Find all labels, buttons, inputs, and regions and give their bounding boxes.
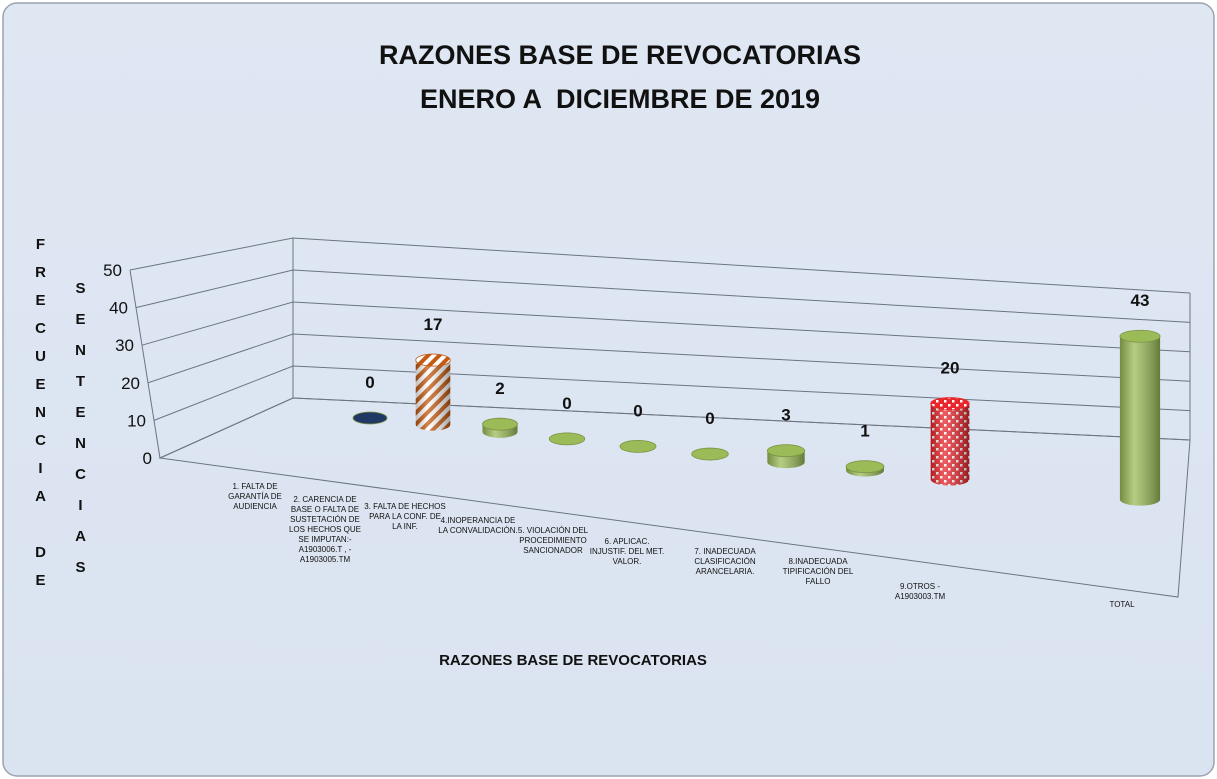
bar-top (1119, 329, 1161, 343)
bar-top (766, 444, 806, 458)
bar-top (415, 353, 451, 367)
x-axis-title: RAZONES BASE DE REVOCATORIAS (439, 652, 707, 669)
y-tick-label: 50 (103, 261, 122, 280)
value-label: 2 (495, 379, 504, 398)
x-tick-label: 6. APLICAC. INJUSTIF. DEL MET. VALOR. (589, 537, 665, 566)
bar-shade (415, 360, 451, 431)
bar-top (930, 397, 970, 410)
value-label: 17 (424, 315, 443, 334)
value-label: 0 (365, 373, 374, 392)
bar-shade (1119, 336, 1161, 506)
y-tick-label: 30 (115, 336, 134, 355)
y-tick-label: 40 (109, 299, 128, 318)
x-tick-label: 4.INOPERANCIA DE LA CONVALIDACIÓN. (438, 516, 518, 535)
bar-top (845, 460, 885, 474)
grid-line (129, 237, 1191, 294)
y-axis-title: FRECUENCIA DE (32, 236, 49, 600)
value-label: 3 (781, 406, 790, 425)
bar-top (482, 417, 518, 431)
bar-top (619, 440, 657, 453)
y-axis (129, 269, 161, 459)
value-label: 1 (860, 422, 869, 441)
grid-line (141, 301, 1191, 353)
x-tick-label: 9.OTROS - A1903003.TM (894, 582, 946, 601)
bar-shade (930, 403, 970, 486)
y-tick-label: 0 (143, 449, 152, 468)
x-tick-label: 3. FALTA DE HECHOS PARA LA CONF. DE LA I… (364, 502, 446, 531)
grid-line (135, 269, 1191, 323)
y-axis-title: SENTENCIAS (72, 280, 89, 590)
value-label: 0 (562, 394, 571, 413)
value-label: 20 (941, 358, 960, 377)
x-tick-label: 5. VIOLACIÓN DEL PROCEDIMIENTO SANCIONAD… (517, 526, 589, 555)
chart-subtitle: ENERO A DICIEMBRE DE 2019 (420, 84, 820, 114)
grid-line (147, 333, 1191, 384)
value-label: 0 (705, 409, 714, 428)
chart-title: RAZONES BASE DE REVOCATORIAS (379, 40, 861, 70)
x-tick-label: 7. INADECUADA CLASIFICACIÓN ARANCELARIA. (694, 547, 756, 576)
y-tick-label: 20 (121, 374, 140, 393)
bar-top (548, 432, 586, 446)
grid-line (153, 365, 1191, 421)
x-tick-label: TOTAL (1109, 600, 1135, 609)
x-tick-label: 1. FALTA DE GARANTÍA DE AUDIENCIA (228, 482, 282, 511)
x-tick-label: 2. CARENCIA DE BASE O FALTA DE SUSTETACI… (288, 495, 361, 564)
x-tick-label: 8.INADECUADA TIPIFICACIÓN DEL FALLO (782, 557, 854, 586)
bar-top (691, 447, 729, 461)
grid-line (159, 397, 1191, 459)
value-label: 0 (633, 401, 642, 420)
bar-top (352, 411, 388, 425)
value-label: 43 (1131, 291, 1150, 310)
y-tick-label: 10 (127, 411, 146, 430)
